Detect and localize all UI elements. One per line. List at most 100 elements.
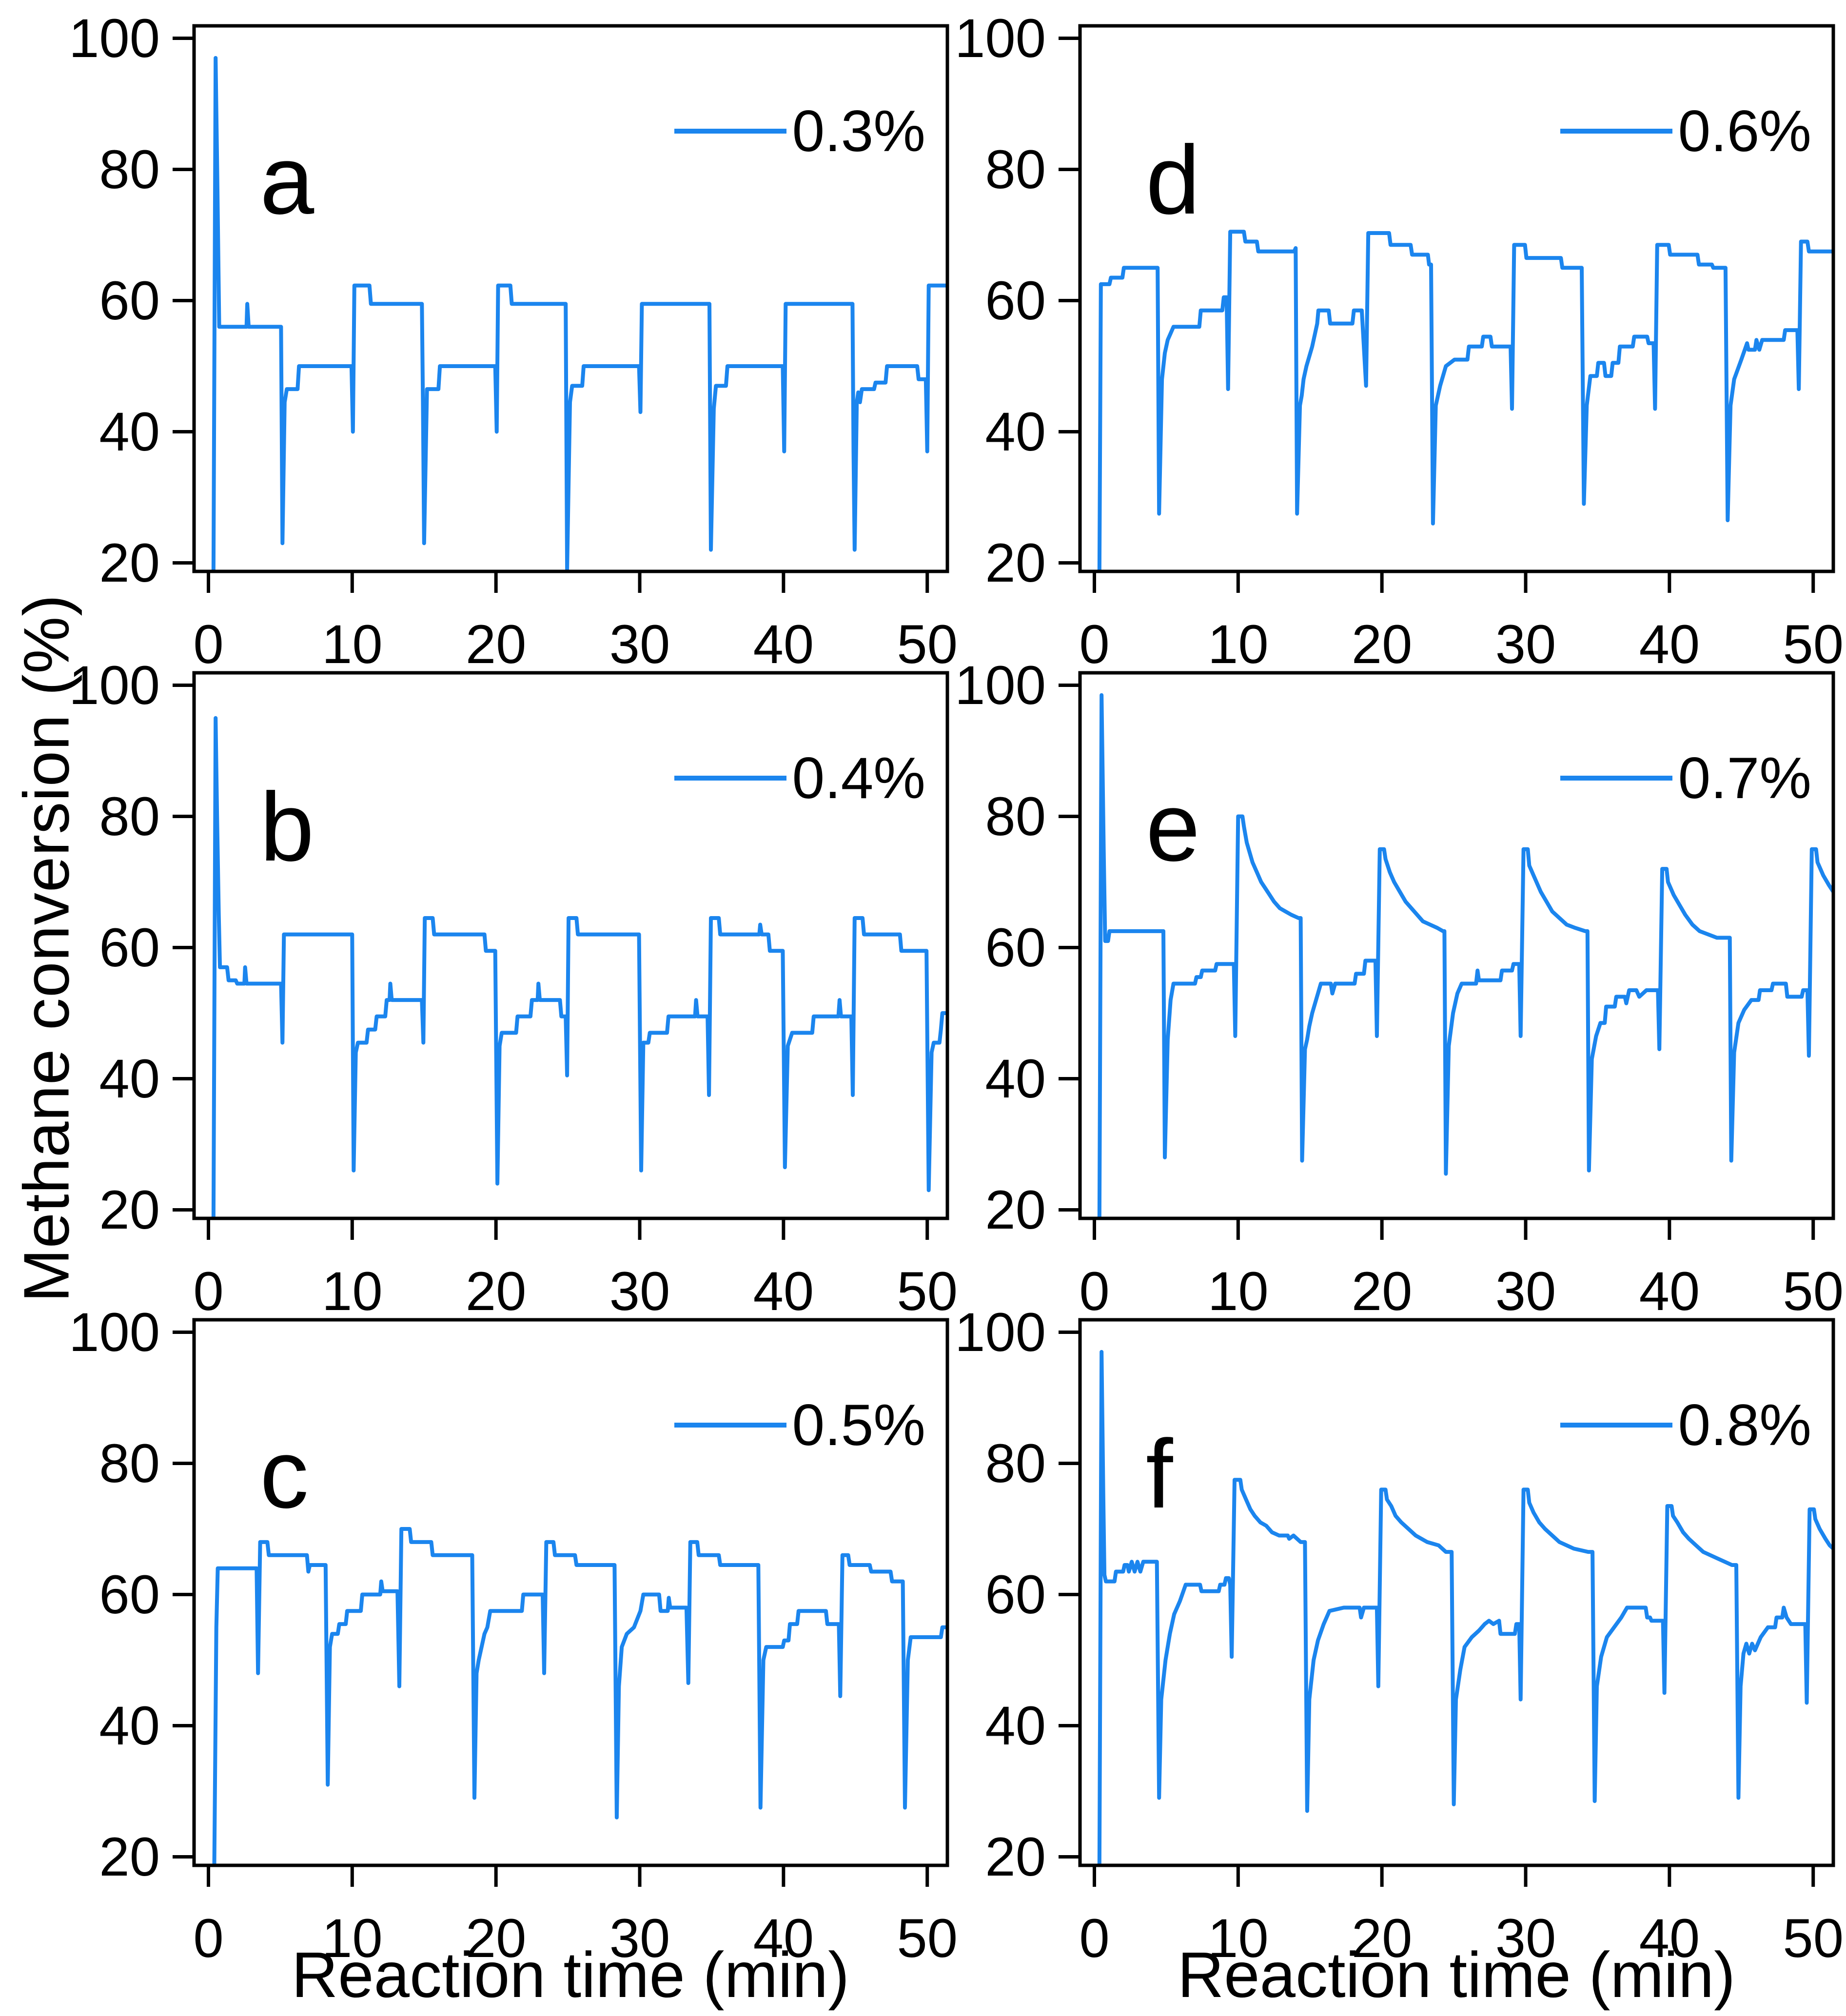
panel-c-x-tick-label-20: 20 xyxy=(466,1908,527,1969)
panel-b-y-tick-label-60: 60 xyxy=(99,917,160,978)
panel-a-y-tick-label-60: 60 xyxy=(99,270,160,331)
panel-d-y-tick-label-20: 20 xyxy=(985,532,1046,593)
panel-a-x-tick-label-20: 20 xyxy=(466,614,527,675)
panel-c-series-line xyxy=(212,1527,947,1865)
panel-c-legend-label: 0.5% xyxy=(792,1392,925,1458)
panel-b-letter: b xyxy=(260,773,314,881)
panel-a: 20 40 60 80 100 0 10 20 30 40 50 a 0.3% xyxy=(69,8,958,675)
panel-f-x-tick-label-0: 0 xyxy=(1079,1908,1109,1969)
panel-d-x-tick-label-50: 50 xyxy=(1783,614,1844,675)
panel-f-x-tick-label-20: 20 xyxy=(1352,1908,1413,1969)
panel-b-x-tick-label-30: 30 xyxy=(609,1261,670,1322)
panel-d-frame xyxy=(1078,24,1835,573)
panel-b-series-line xyxy=(211,716,947,1218)
panel-d-x-tick-label-10: 10 xyxy=(1208,614,1269,675)
panel-b-y-tick-label-80: 80 xyxy=(99,786,160,847)
panel-c-x-tick-label-50: 50 xyxy=(897,1908,958,1969)
panel-a-x-tick-label-0: 0 xyxy=(193,614,223,675)
panel-d: 20 40 60 80 100 0 10 20 30 40 50 d 0.6% xyxy=(955,8,1844,675)
panel-c: 20 40 60 80 100 0 10 20 30 40 50 c 0.5% xyxy=(69,1302,958,1969)
panel-c-x-tick-label-30: 30 xyxy=(609,1908,670,1969)
panel-d-x-tick-label-30: 30 xyxy=(1495,614,1556,675)
panel-e-y-tick-label-20: 20 xyxy=(985,1179,1046,1240)
x-axis-title-right: Reaction time (min) xyxy=(1177,1939,1736,2011)
panel-a-series-line xyxy=(211,56,947,571)
panel-e-frame xyxy=(1078,671,1835,1220)
panel-a-y-tick-label-20: 20 xyxy=(99,532,160,593)
panel-b: 20 40 60 80 100 0 10 20 30 40 50 b 0.4% xyxy=(69,655,958,1322)
panel-a-y-tick-label-40: 40 xyxy=(99,401,160,462)
panel-e-x-tick-label-30: 30 xyxy=(1495,1261,1556,1322)
panel-f-x-tick-label-40: 40 xyxy=(1639,1908,1700,1969)
panel-c-y-tick-label-100: 100 xyxy=(69,1302,160,1363)
panel-f-y-tick-label-40: 40 xyxy=(985,1695,1046,1756)
panel-b-legend-label: 0.4% xyxy=(792,745,925,811)
panel-e-x-tick-label-10: 10 xyxy=(1208,1261,1269,1322)
panel-a-legend-label: 0.3% xyxy=(792,98,925,164)
panel-f-x-tick-label-10: 10 xyxy=(1208,1908,1269,1969)
panel-b-y-tick-label-40: 40 xyxy=(99,1048,160,1109)
panel-d-y-tick-label-40: 40 xyxy=(985,401,1046,462)
panel-c-y-tick-label-40: 40 xyxy=(99,1695,160,1756)
panel-f-x-tick-label-30: 30 xyxy=(1495,1908,1556,1969)
panel-a-x-tick-label-50: 50 xyxy=(897,614,958,675)
panel-f-frame xyxy=(1078,1318,1835,1867)
panel-b-x-tick-label-50: 50 xyxy=(897,1261,958,1322)
panel-f-y-tick-label-100: 100 xyxy=(955,1302,1046,1363)
panel-b-y-tick-label-100: 100 xyxy=(69,655,160,716)
panel-f-legend-label: 0.8% xyxy=(1678,1392,1811,1458)
panel-d-x-tick-label-0: 0 xyxy=(1079,614,1109,675)
panel-f-x-tick-label-50: 50 xyxy=(1783,1908,1844,1969)
panel-e-legend-label: 0.7% xyxy=(1678,745,1811,811)
panel-c-y-tick-label-80: 80 xyxy=(99,1433,160,1494)
panel-f-y-tick-label-60: 60 xyxy=(985,1564,1046,1625)
panel-f-y-tick-label-80: 80 xyxy=(985,1433,1046,1494)
x-axis-title-left: Reaction time (min) xyxy=(291,1939,850,2011)
panel-e-y-tick-label-100: 100 xyxy=(955,655,1046,716)
panel-c-x-tick-label-0: 0 xyxy=(193,1908,223,1969)
panel-c-letter: c xyxy=(260,1420,309,1528)
panel-b-y-tick-label-20: 20 xyxy=(99,1179,160,1240)
panel-c-y-tick-label-60: 60 xyxy=(99,1564,160,1625)
panel-c-x-tick-label-10: 10 xyxy=(322,1908,383,1969)
panel-d-series-line xyxy=(1097,230,1833,571)
panel-d-legend-label: 0.6% xyxy=(1678,98,1811,164)
panel-e: 20 40 60 80 100 0 10 20 30 40 50 e 0.7% xyxy=(955,655,1844,1322)
panel-e-series-line xyxy=(1097,693,1833,1218)
panel-b-x-tick-label-40: 40 xyxy=(753,1261,814,1322)
panel-e-letter: e xyxy=(1146,773,1200,881)
panel-d-x-tick-label-20: 20 xyxy=(1352,614,1413,675)
panel-f: 20 40 60 80 100 0 10 20 30 40 50 f 0.8% xyxy=(955,1302,1844,1969)
panel-a-x-tick-label-30: 30 xyxy=(609,614,670,675)
panel-f-y-tick-label-20: 20 xyxy=(985,1826,1046,1887)
panel-c-frame xyxy=(192,1318,949,1867)
panel-e-x-tick-label-40: 40 xyxy=(1639,1261,1700,1322)
panel-e-y-tick-label-60: 60 xyxy=(985,917,1046,978)
panel-d-y-tick-label-60: 60 xyxy=(985,270,1046,331)
panel-e-y-tick-label-40: 40 xyxy=(985,1048,1046,1109)
panel-f-letter: f xyxy=(1146,1420,1173,1528)
panel-a-letter: a xyxy=(260,126,314,235)
panel-a-y-tick-label-80: 80 xyxy=(99,139,160,200)
panel-e-x-tick-label-0: 0 xyxy=(1079,1261,1109,1322)
panel-e-x-tick-label-50: 50 xyxy=(1783,1261,1844,1322)
panel-d-y-tick-label-100: 100 xyxy=(955,8,1046,69)
panel-a-frame xyxy=(192,24,949,573)
panel-a-y-tick-label-100: 100 xyxy=(69,8,160,69)
panel-d-letter: d xyxy=(1146,126,1200,235)
panel-f-series-line xyxy=(1097,1350,1833,1865)
panel-b-x-tick-label-10: 10 xyxy=(322,1261,383,1322)
panel-c-y-tick-label-20: 20 xyxy=(99,1826,160,1887)
panel-b-x-tick-label-20: 20 xyxy=(466,1261,527,1322)
panel-c-x-tick-label-40: 40 xyxy=(753,1908,814,1969)
y-axis-title-text: Methane conversion (%) xyxy=(10,594,82,1303)
panel-a-x-tick-label-10: 10 xyxy=(322,614,383,675)
panel-e-x-tick-label-20: 20 xyxy=(1352,1261,1413,1322)
panel-d-x-tick-label-40: 40 xyxy=(1639,614,1700,675)
panel-e-y-tick-label-80: 80 xyxy=(985,786,1046,847)
panel-b-frame xyxy=(192,671,949,1220)
panel-d-y-tick-label-80: 80 xyxy=(985,139,1046,200)
panel-b-x-tick-label-0: 0 xyxy=(193,1261,223,1322)
